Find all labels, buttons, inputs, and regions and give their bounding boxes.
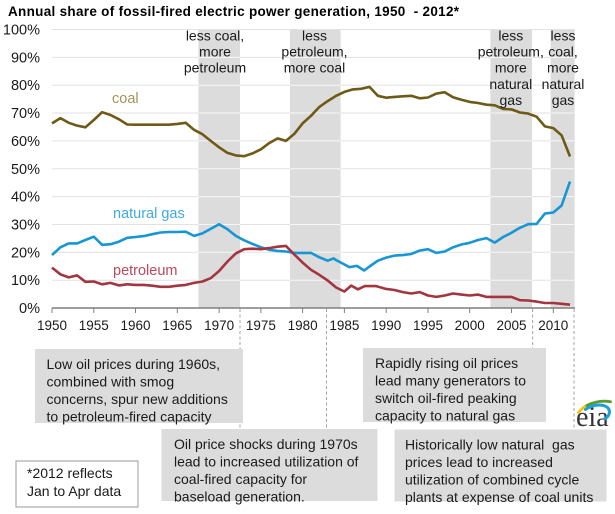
svg-text:20%: 20%: [11, 245, 40, 261]
svg-text:petroleum: petroleum: [113, 263, 177, 279]
svg-text:petroleum: petroleum: [184, 60, 246, 76]
svg-text:capacity to natural gas: capacity to natural gas: [375, 408, 515, 424]
svg-text:lead many generators to: lead many generators to: [375, 373, 526, 389]
svg-text:2005: 2005: [496, 318, 526, 333]
svg-text:natural: natural: [542, 76, 585, 92]
svg-text:coal-fired capacity for: coal-fired capacity for: [174, 471, 307, 487]
svg-text:concerns, spur new additions: concerns, spur new additions: [47, 391, 228, 407]
svg-text:0%: 0%: [19, 301, 40, 317]
svg-text:natural: natural: [489, 76, 532, 92]
svg-text:less: less: [302, 28, 327, 44]
svg-text:coal,: coal,: [548, 44, 578, 60]
svg-text:30%: 30%: [11, 218, 40, 234]
svg-text:Oil price shocks during 1970s: Oil price shocks during 1970s: [174, 436, 358, 452]
svg-text:natural gas: natural gas: [113, 206, 185, 222]
svg-text:prices lead to increased: prices lead to increased: [405, 454, 553, 470]
svg-text:more: more: [199, 44, 231, 60]
svg-text:1960: 1960: [120, 318, 150, 333]
svg-text:1950: 1950: [37, 318, 67, 333]
svg-text:gas: gas: [500, 92, 523, 108]
svg-text:60%: 60%: [11, 134, 40, 150]
svg-text:more: more: [547, 60, 579, 76]
svg-text:Annual share of fossil-fired e: Annual share of fossil-fired electric po…: [8, 4, 460, 19]
svg-text:Jan to Apr data: Jan to Apr data: [27, 483, 121, 499]
svg-text:combined with smog: combined with smog: [47, 374, 175, 390]
svg-text:Historically low natural gas: Historically low natural gas: [405, 437, 575, 453]
svg-text:switch oil-fired peaking: switch oil-fired peaking: [375, 390, 517, 406]
svg-text:1995: 1995: [413, 318, 443, 333]
svg-text:100%: 100%: [3, 23, 40, 39]
svg-text:1970: 1970: [204, 318, 234, 333]
svg-text:petroleum,: petroleum,: [281, 44, 347, 60]
svg-text:Low oil prices during 1960s,: Low oil prices during 1960s,: [47, 356, 221, 372]
svg-text:50%: 50%: [11, 162, 40, 178]
svg-text:90%: 90%: [11, 50, 40, 66]
svg-text:1980: 1980: [288, 318, 318, 333]
svg-text:80%: 80%: [11, 78, 40, 94]
svg-text:1965: 1965: [162, 318, 192, 333]
svg-text:to petroleum-fired capacity: to petroleum-fired capacity: [47, 409, 212, 425]
svg-text:plants at expense of coal unit: plants at expense of coal units: [405, 489, 593, 505]
svg-text:70%: 70%: [11, 106, 40, 122]
svg-text:more coal: more coal: [284, 60, 345, 76]
svg-text:1990: 1990: [371, 318, 401, 333]
svg-text:petroleum,: petroleum,: [478, 44, 544, 60]
svg-text:coal: coal: [112, 91, 139, 107]
svg-text:10%: 10%: [11, 273, 40, 289]
svg-text:lead to increased utilization: lead to increased utilization of: [174, 454, 359, 470]
svg-text:less coal,: less coal,: [186, 28, 244, 44]
svg-text:utilization of combined cycle: utilization of combined cycle: [405, 472, 580, 488]
svg-text:less: less: [498, 28, 523, 44]
svg-text:40%: 40%: [11, 190, 40, 206]
svg-text:2000: 2000: [455, 318, 485, 333]
svg-text:baseload generation.: baseload generation.: [174, 489, 305, 505]
svg-text:*2012 reflects: *2012 reflects: [27, 465, 113, 481]
svg-text:1985: 1985: [329, 318, 359, 333]
svg-text:Rapidly rising oil prices: Rapidly rising oil prices: [375, 355, 518, 371]
svg-text:1955: 1955: [79, 318, 109, 333]
svg-text:less: less: [551, 28, 576, 44]
svg-text:more: more: [495, 60, 527, 76]
svg-text:2010: 2010: [538, 318, 568, 333]
svg-text:1975: 1975: [246, 318, 276, 333]
svg-text:gas: gas: [552, 92, 575, 108]
